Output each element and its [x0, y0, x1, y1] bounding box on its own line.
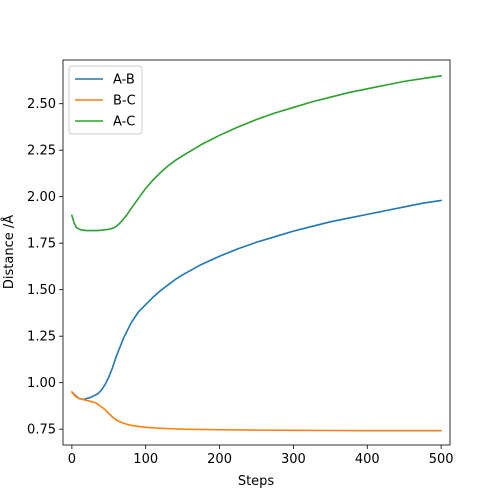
y-tick-label: 1.25: [27, 330, 56, 345]
x-tick-label: 500: [429, 452, 454, 467]
series-line-a-c: [71, 75, 442, 232]
legend-box: [68, 65, 143, 135]
y-tick-label: 1.00: [27, 376, 56, 391]
x-tick-label: 400: [355, 452, 380, 467]
x-tick-label: 300: [281, 452, 306, 467]
x-tick-label: 100: [133, 452, 158, 467]
x-axis-label: Steps: [238, 474, 275, 489]
y-axis-label: Distance /Å: [1, 215, 17, 289]
y-tick-label: 2.00: [27, 190, 56, 205]
x-tick-label: 200: [207, 452, 232, 467]
y-tick-label: 0.75: [27, 423, 56, 438]
y-tick-label: 2.50: [27, 97, 56, 112]
axes-frame: [62, 59, 451, 446]
y-tick-label: 2.25: [27, 144, 56, 159]
series-line-a-b: [71, 199, 442, 401]
y-tick-label: 1.50: [27, 283, 56, 298]
series-layer: [71, 75, 442, 432]
y-axis-ticks: 0.75 1.00 1.25 1.50 1.75 2.00 2.25 2.50: [27, 97, 63, 438]
legend-label-a-b: A-B: [113, 73, 135, 88]
x-tick-label: 0: [68, 452, 76, 467]
legend-label-a-c: A-C: [113, 115, 135, 130]
x-axis-ticks: 0 100 200 300 400 500: [68, 445, 454, 467]
legend-label-b-c: B-C: [113, 94, 136, 109]
legend: A-B B-C A-C: [68, 65, 143, 135]
y-tick-label: 1.75: [27, 237, 56, 252]
series-line-b-c: [71, 391, 442, 432]
